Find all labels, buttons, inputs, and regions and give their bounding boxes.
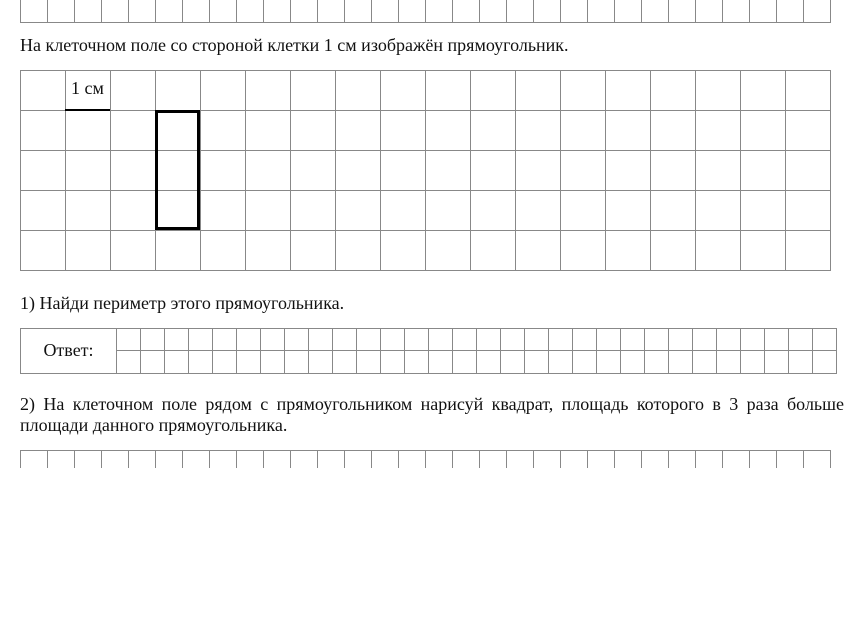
answer-label: Ответ: [43,340,93,361]
intro-text: На клеточном поле со стороной клетки 1 с… [20,35,844,56]
answer-grid [116,328,837,374]
worksheet-page: На клеточном поле со стороной клетки 1 с… [0,0,864,468]
top-strip-table [20,0,831,23]
question-2: 2) На клеточном поле рядом с прямоугольн… [20,394,844,436]
answer-label-box: Ответ: [20,328,116,374]
bottom-grid-strip [20,450,844,469]
answer-row: Ответ: [20,328,844,374]
main-grid-table [20,70,831,271]
problem-rectangle [155,110,200,230]
question-1: 1) Найди периметр этого прямоугольника. [20,293,844,314]
problem-grid: 1 см [20,70,844,271]
unit-underline [65,109,110,111]
unit-label: 1 см [71,78,104,99]
top-grid-strip [20,0,844,23]
bottom-strip-table [20,450,831,469]
